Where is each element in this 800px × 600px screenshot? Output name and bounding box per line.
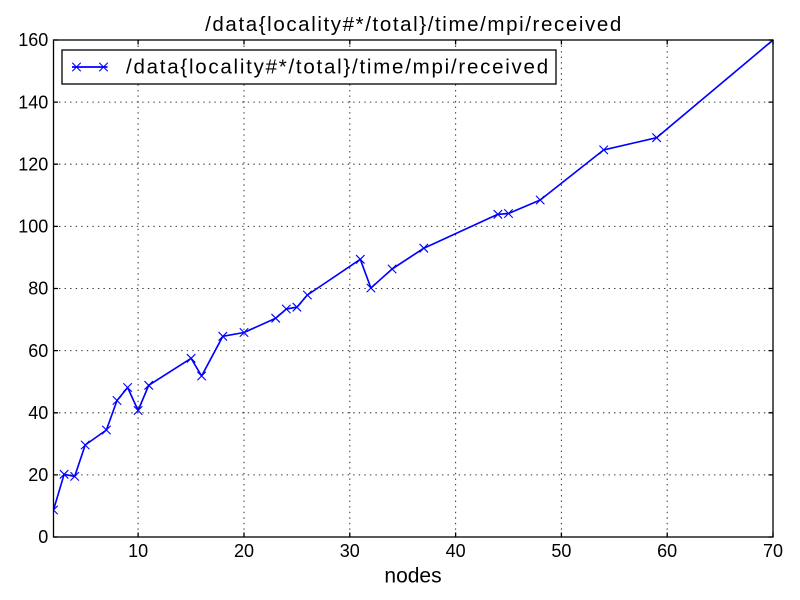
- svg-text:50: 50: [551, 541, 571, 561]
- svg-text:30: 30: [340, 541, 360, 561]
- svg-text:40: 40: [28, 403, 48, 423]
- svg-text:/data{locality#*/total}/time/m: /data{locality#*/total}/time/mpi/receive…: [126, 56, 550, 79]
- svg-text:40: 40: [446, 541, 466, 561]
- svg-text:60: 60: [28, 341, 48, 361]
- svg-text:20: 20: [234, 541, 254, 561]
- svg-text:20: 20: [28, 465, 48, 485]
- svg-text:80: 80: [28, 279, 48, 299]
- svg-text:0: 0: [38, 527, 48, 547]
- svg-text:100: 100: [18, 217, 48, 237]
- svg-text:160: 160: [18, 30, 48, 50]
- svg-text:10: 10: [128, 541, 148, 561]
- svg-text:120: 120: [18, 154, 48, 174]
- svg-text:70: 70: [763, 541, 783, 561]
- svg-text:/data{locality#*/total}/time/m: /data{locality#*/total}/time/mpi/receive…: [205, 13, 623, 36]
- svg-text:140: 140: [18, 92, 48, 112]
- svg-text:nodes: nodes: [384, 565, 441, 588]
- svg-text:60: 60: [657, 541, 677, 561]
